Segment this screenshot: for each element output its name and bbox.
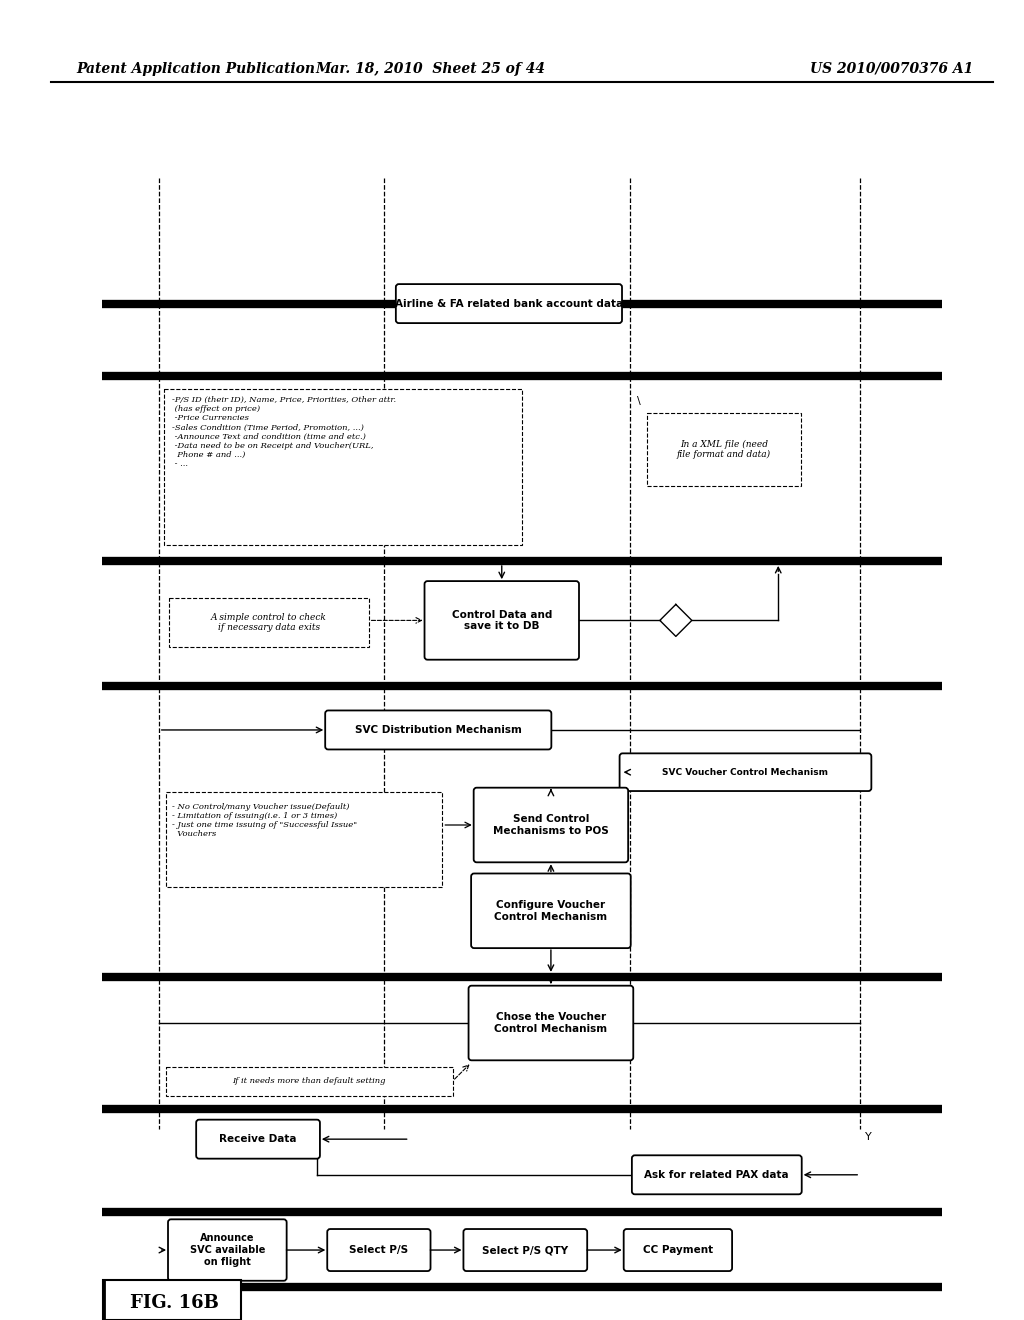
Bar	[166, 1067, 453, 1096]
Text: - No Control/many Voucher issue(Default)
- Limitation of issuing(i.e. 1 or 3 tim: - No Control/many Voucher issue(Default)…	[172, 803, 357, 838]
Bar	[169, 598, 369, 647]
Text: Airline & FA related bank account data: Airline & FA related bank account data	[395, 298, 623, 309]
Text: -P/S ID (their ID), Name, Price, Priorities, Other attr.
 (has effect on price)
: -P/S ID (their ID), Name, Price, Priorit…	[172, 396, 396, 469]
FancyBboxPatch shape	[396, 284, 622, 323]
Text: If it needs more than default setting: If it needs more than default setting	[232, 1077, 386, 1085]
FancyBboxPatch shape	[620, 754, 871, 791]
FancyBboxPatch shape	[425, 581, 579, 660]
Text: SVC Voucher Control Mechanism: SVC Voucher Control Mechanism	[663, 768, 828, 776]
Text: Chose the Voucher
Control Mechanism: Chose the Voucher Control Mechanism	[495, 1012, 607, 1034]
Text: Select P/S QTY: Select P/S QTY	[482, 1245, 568, 1255]
Text: Control Data and
save it to DB: Control Data and save it to DB	[452, 610, 552, 631]
Text: \: \	[637, 396, 641, 407]
Bar	[166, 792, 442, 887]
FancyBboxPatch shape	[328, 1229, 430, 1271]
Text: Select P/S: Select P/S	[349, 1245, 409, 1255]
Text: Y: Y	[865, 1131, 871, 1142]
FancyBboxPatch shape	[464, 1229, 587, 1271]
FancyBboxPatch shape	[168, 1220, 287, 1280]
Text: SVC Distribution Mechanism: SVC Distribution Mechanism	[355, 725, 521, 735]
Text: CC Payment: CC Payment	[643, 1245, 713, 1255]
Text: Mar. 18, 2010  Sheet 25 of 44: Mar. 18, 2010 Sheet 25 of 44	[315, 62, 545, 75]
FancyBboxPatch shape	[326, 710, 551, 750]
Text: Receive Data: Receive Data	[219, 1134, 297, 1144]
FancyBboxPatch shape	[197, 1119, 319, 1159]
Text: FIG. 16B: FIG. 16B	[130, 1294, 218, 1312]
FancyBboxPatch shape	[469, 986, 633, 1060]
FancyBboxPatch shape	[624, 1229, 732, 1271]
FancyBboxPatch shape	[474, 788, 628, 862]
Bar	[647, 413, 801, 486]
Text: Ask for related PAX data: Ask for related PAX data	[644, 1170, 790, 1180]
Text: In a XML file (need
file format and data): In a XML file (need file format and data…	[677, 440, 771, 459]
FancyBboxPatch shape	[632, 1155, 802, 1195]
Bar	[164, 389, 522, 545]
Text: Configure Voucher
Control Mechanism: Configure Voucher Control Mechanism	[495, 900, 607, 921]
Text: Patent Application Publication: Patent Application Publication	[77, 62, 315, 75]
Text: US 2010/0070376 A1: US 2010/0070376 A1	[810, 62, 973, 75]
Bar	[102, 1280, 241, 1320]
Text: A simple control to check
if necessary data exits: A simple control to check if necessary d…	[211, 612, 327, 632]
FancyBboxPatch shape	[471, 874, 631, 948]
Text: Announce
SVC available
on flight: Announce SVC available on flight	[189, 1233, 265, 1267]
Text: Send Control
Mechanisms to POS: Send Control Mechanisms to POS	[493, 814, 609, 836]
